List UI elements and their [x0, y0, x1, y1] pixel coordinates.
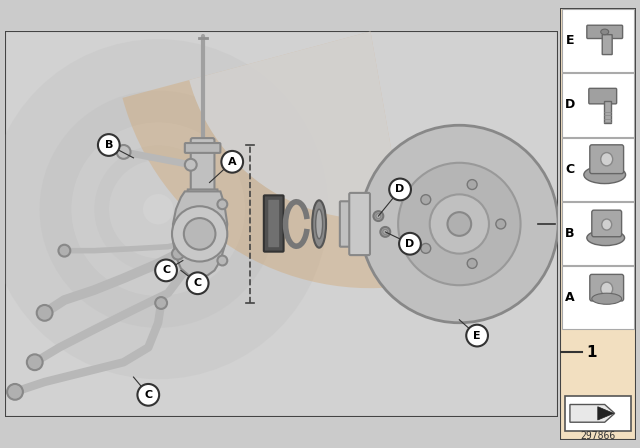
- Circle shape: [36, 305, 52, 321]
- Text: D: D: [396, 185, 404, 194]
- Circle shape: [98, 134, 120, 156]
- FancyBboxPatch shape: [604, 100, 611, 123]
- Text: A: A: [228, 157, 237, 167]
- FancyBboxPatch shape: [590, 145, 623, 174]
- Circle shape: [218, 256, 227, 266]
- Circle shape: [138, 384, 159, 406]
- Circle shape: [141, 385, 156, 399]
- Circle shape: [172, 206, 227, 262]
- FancyBboxPatch shape: [589, 88, 617, 104]
- Circle shape: [187, 272, 209, 294]
- Circle shape: [58, 245, 70, 257]
- Circle shape: [421, 195, 431, 205]
- Text: E: E: [566, 34, 574, 47]
- Circle shape: [601, 153, 612, 166]
- FancyBboxPatch shape: [592, 210, 621, 237]
- FancyBboxPatch shape: [185, 143, 220, 153]
- Text: D: D: [405, 239, 415, 249]
- Wedge shape: [189, 31, 403, 219]
- Text: C: C: [194, 278, 202, 288]
- Text: 1: 1: [586, 345, 596, 360]
- Text: B: B: [104, 140, 113, 150]
- FancyBboxPatch shape: [562, 9, 634, 72]
- FancyBboxPatch shape: [191, 138, 214, 191]
- Text: B: B: [565, 227, 575, 240]
- FancyBboxPatch shape: [560, 8, 636, 440]
- Ellipse shape: [592, 293, 621, 304]
- Circle shape: [467, 325, 488, 346]
- Circle shape: [398, 163, 520, 285]
- Ellipse shape: [584, 166, 625, 184]
- Circle shape: [399, 233, 421, 254]
- Circle shape: [601, 282, 612, 295]
- Text: C: C: [162, 265, 170, 276]
- Circle shape: [184, 218, 216, 250]
- FancyBboxPatch shape: [562, 138, 634, 201]
- Ellipse shape: [312, 200, 326, 248]
- Circle shape: [389, 179, 411, 200]
- FancyBboxPatch shape: [264, 195, 284, 252]
- Circle shape: [27, 354, 43, 370]
- Circle shape: [360, 125, 558, 323]
- Circle shape: [447, 212, 471, 236]
- FancyBboxPatch shape: [340, 201, 352, 247]
- Polygon shape: [570, 405, 614, 422]
- Circle shape: [467, 258, 477, 268]
- Text: D: D: [565, 99, 575, 112]
- Polygon shape: [173, 191, 227, 277]
- Text: E: E: [474, 331, 481, 340]
- FancyBboxPatch shape: [349, 193, 370, 255]
- FancyBboxPatch shape: [587, 25, 623, 39]
- FancyBboxPatch shape: [602, 34, 612, 55]
- Ellipse shape: [373, 211, 383, 221]
- FancyBboxPatch shape: [562, 202, 634, 265]
- FancyBboxPatch shape: [565, 396, 630, 431]
- Polygon shape: [185, 190, 220, 214]
- FancyBboxPatch shape: [562, 266, 634, 329]
- Circle shape: [467, 180, 477, 190]
- Ellipse shape: [380, 227, 390, 237]
- Circle shape: [116, 145, 131, 159]
- Wedge shape: [122, 31, 415, 288]
- Text: 297866: 297866: [580, 431, 616, 440]
- Text: C: C: [144, 390, 152, 400]
- Ellipse shape: [383, 229, 388, 234]
- Ellipse shape: [587, 230, 625, 246]
- Circle shape: [185, 159, 196, 171]
- Circle shape: [421, 243, 431, 253]
- Ellipse shape: [601, 29, 609, 34]
- Circle shape: [218, 199, 227, 209]
- Polygon shape: [598, 407, 614, 420]
- Ellipse shape: [376, 214, 381, 219]
- Circle shape: [496, 219, 506, 229]
- FancyBboxPatch shape: [5, 31, 558, 417]
- Circle shape: [602, 219, 612, 230]
- FancyBboxPatch shape: [590, 274, 623, 301]
- Circle shape: [429, 194, 489, 254]
- FancyBboxPatch shape: [562, 73, 634, 137]
- Text: C: C: [565, 163, 575, 176]
- Ellipse shape: [316, 209, 323, 239]
- Circle shape: [172, 248, 184, 259]
- Circle shape: [7, 384, 23, 400]
- Circle shape: [221, 151, 243, 172]
- Circle shape: [156, 259, 177, 281]
- FancyBboxPatch shape: [268, 200, 279, 247]
- Circle shape: [156, 297, 167, 309]
- Text: A: A: [565, 291, 575, 304]
